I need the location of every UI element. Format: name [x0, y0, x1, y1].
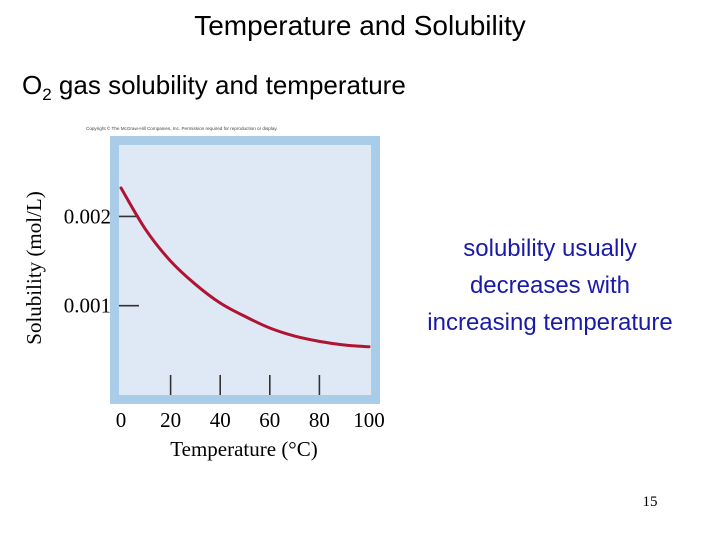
slide-number: 15 — [642, 494, 658, 510]
callout-line-3: increasing temperature — [427, 309, 673, 336]
y-axis-label: Solubility (mol/L) — [22, 191, 46, 344]
subtitle-subscript: 2 — [42, 85, 52, 104]
slide-title: Temperature and Solubility — [194, 10, 526, 41]
x-tick-label-100: 100 — [353, 408, 385, 432]
x-axis-label: Temperature (°C) — [170, 437, 317, 461]
subtitle-prefix: O — [22, 70, 43, 100]
y-ticks — [119, 215, 139, 307]
x-tick-label-20: 20 — [160, 408, 181, 432]
x-tick-label-0: 0 — [116, 408, 127, 432]
x-tick-label-40: 40 — [210, 408, 231, 432]
x-ticks — [169, 375, 321, 395]
plot-area — [119, 145, 371, 395]
subtitle: O2 gas solubility and temperature — [22, 70, 406, 104]
callout-line-2: decreases with — [469, 272, 631, 299]
x-tick-labels: 0 20 40 60 80 100 — [116, 408, 385, 432]
solubility-curve — [119, 186, 371, 349]
subtitle-suffix: gas solubility and temperature — [51, 70, 406, 100]
callout-text: solubility usually decreases with increa… — [400, 230, 700, 341]
y-tick-labels: 0.001 0.002 — [64, 204, 111, 317]
y-tick-label-0.002: 0.002 — [64, 204, 111, 228]
copyright-notice: Copyright © The McGraw-Hill Companies, I… — [86, 125, 278, 131]
x-tick-label-60: 60 — [259, 408, 280, 432]
y-tick-label-0.001: 0.001 — [64, 294, 111, 318]
callout-line-1: solubility usually — [463, 235, 637, 262]
x-tick-label-80: 80 — [309, 408, 330, 432]
